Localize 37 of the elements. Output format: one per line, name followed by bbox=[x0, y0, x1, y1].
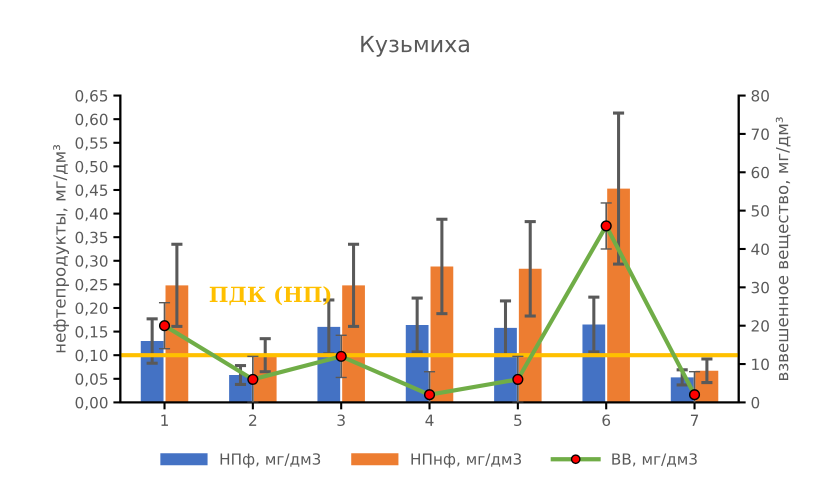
y2-axis-title: взвешенное вещество, мг/дм³ bbox=[776, 117, 790, 380]
y-tick-label: 0,35 bbox=[76, 232, 108, 245]
x-tick-label: 7 bbox=[690, 414, 698, 426]
x-tick-label: 2 bbox=[249, 414, 256, 426]
y2-tick-label: 70 bbox=[752, 128, 769, 140]
y-tick-label: 0,50 bbox=[76, 160, 108, 174]
legend-label: НПф, мг/дм3 bbox=[220, 453, 320, 468]
y2-tick-label: 0 bbox=[752, 396, 760, 408]
y-tick-label: 0,15 bbox=[76, 326, 108, 340]
y-tick-label: 0,45 bbox=[76, 184, 108, 198]
y-tick-label: 0,65 bbox=[76, 90, 108, 104]
ref-line-label: ПДК (НП) bbox=[210, 286, 330, 306]
y-tick-label: 0,00 bbox=[76, 396, 108, 410]
legend-label: ВВ, мг/дм3 bbox=[612, 453, 697, 467]
y2-tick-label: 60 bbox=[752, 166, 769, 178]
y2-tick-label: 80 bbox=[752, 90, 769, 102]
y-tick-label: 0,55 bbox=[76, 137, 108, 150]
y-axis-title: нефтепродукты, мг/дм³ bbox=[53, 144, 69, 352]
y2-tick-label: 10 bbox=[752, 358, 769, 370]
x-tick-label: 6 bbox=[602, 414, 610, 426]
y-tick-label: 0,20 bbox=[76, 302, 108, 316]
y-tick-label: 0,30 bbox=[76, 255, 108, 268]
x-tick-label: 3 bbox=[337, 414, 345, 426]
y2-tick-label: 30 bbox=[752, 282, 769, 294]
x-tick-label: 1 bbox=[161, 414, 168, 426]
y-tick-label: 0,05 bbox=[76, 373, 108, 386]
y2-tick-label: 50 bbox=[752, 205, 769, 217]
y-tick-label: 0,10 bbox=[76, 350, 108, 363]
legend-label: НПнф, мг/дм3 bbox=[411, 453, 521, 468]
x-tick-label: 5 bbox=[514, 414, 522, 426]
y-tick-label: 0,25 bbox=[76, 278, 108, 292]
y2-tick-label: 40 bbox=[751, 243, 769, 256]
chart-title: Кузьмиха bbox=[361, 36, 469, 57]
y2-tick-label: 20 bbox=[752, 320, 769, 332]
y-tick-label: 0,60 bbox=[76, 114, 108, 127]
x-tick-label: 4 bbox=[425, 414, 434, 426]
y-tick-label: 0,40 bbox=[76, 208, 108, 222]
